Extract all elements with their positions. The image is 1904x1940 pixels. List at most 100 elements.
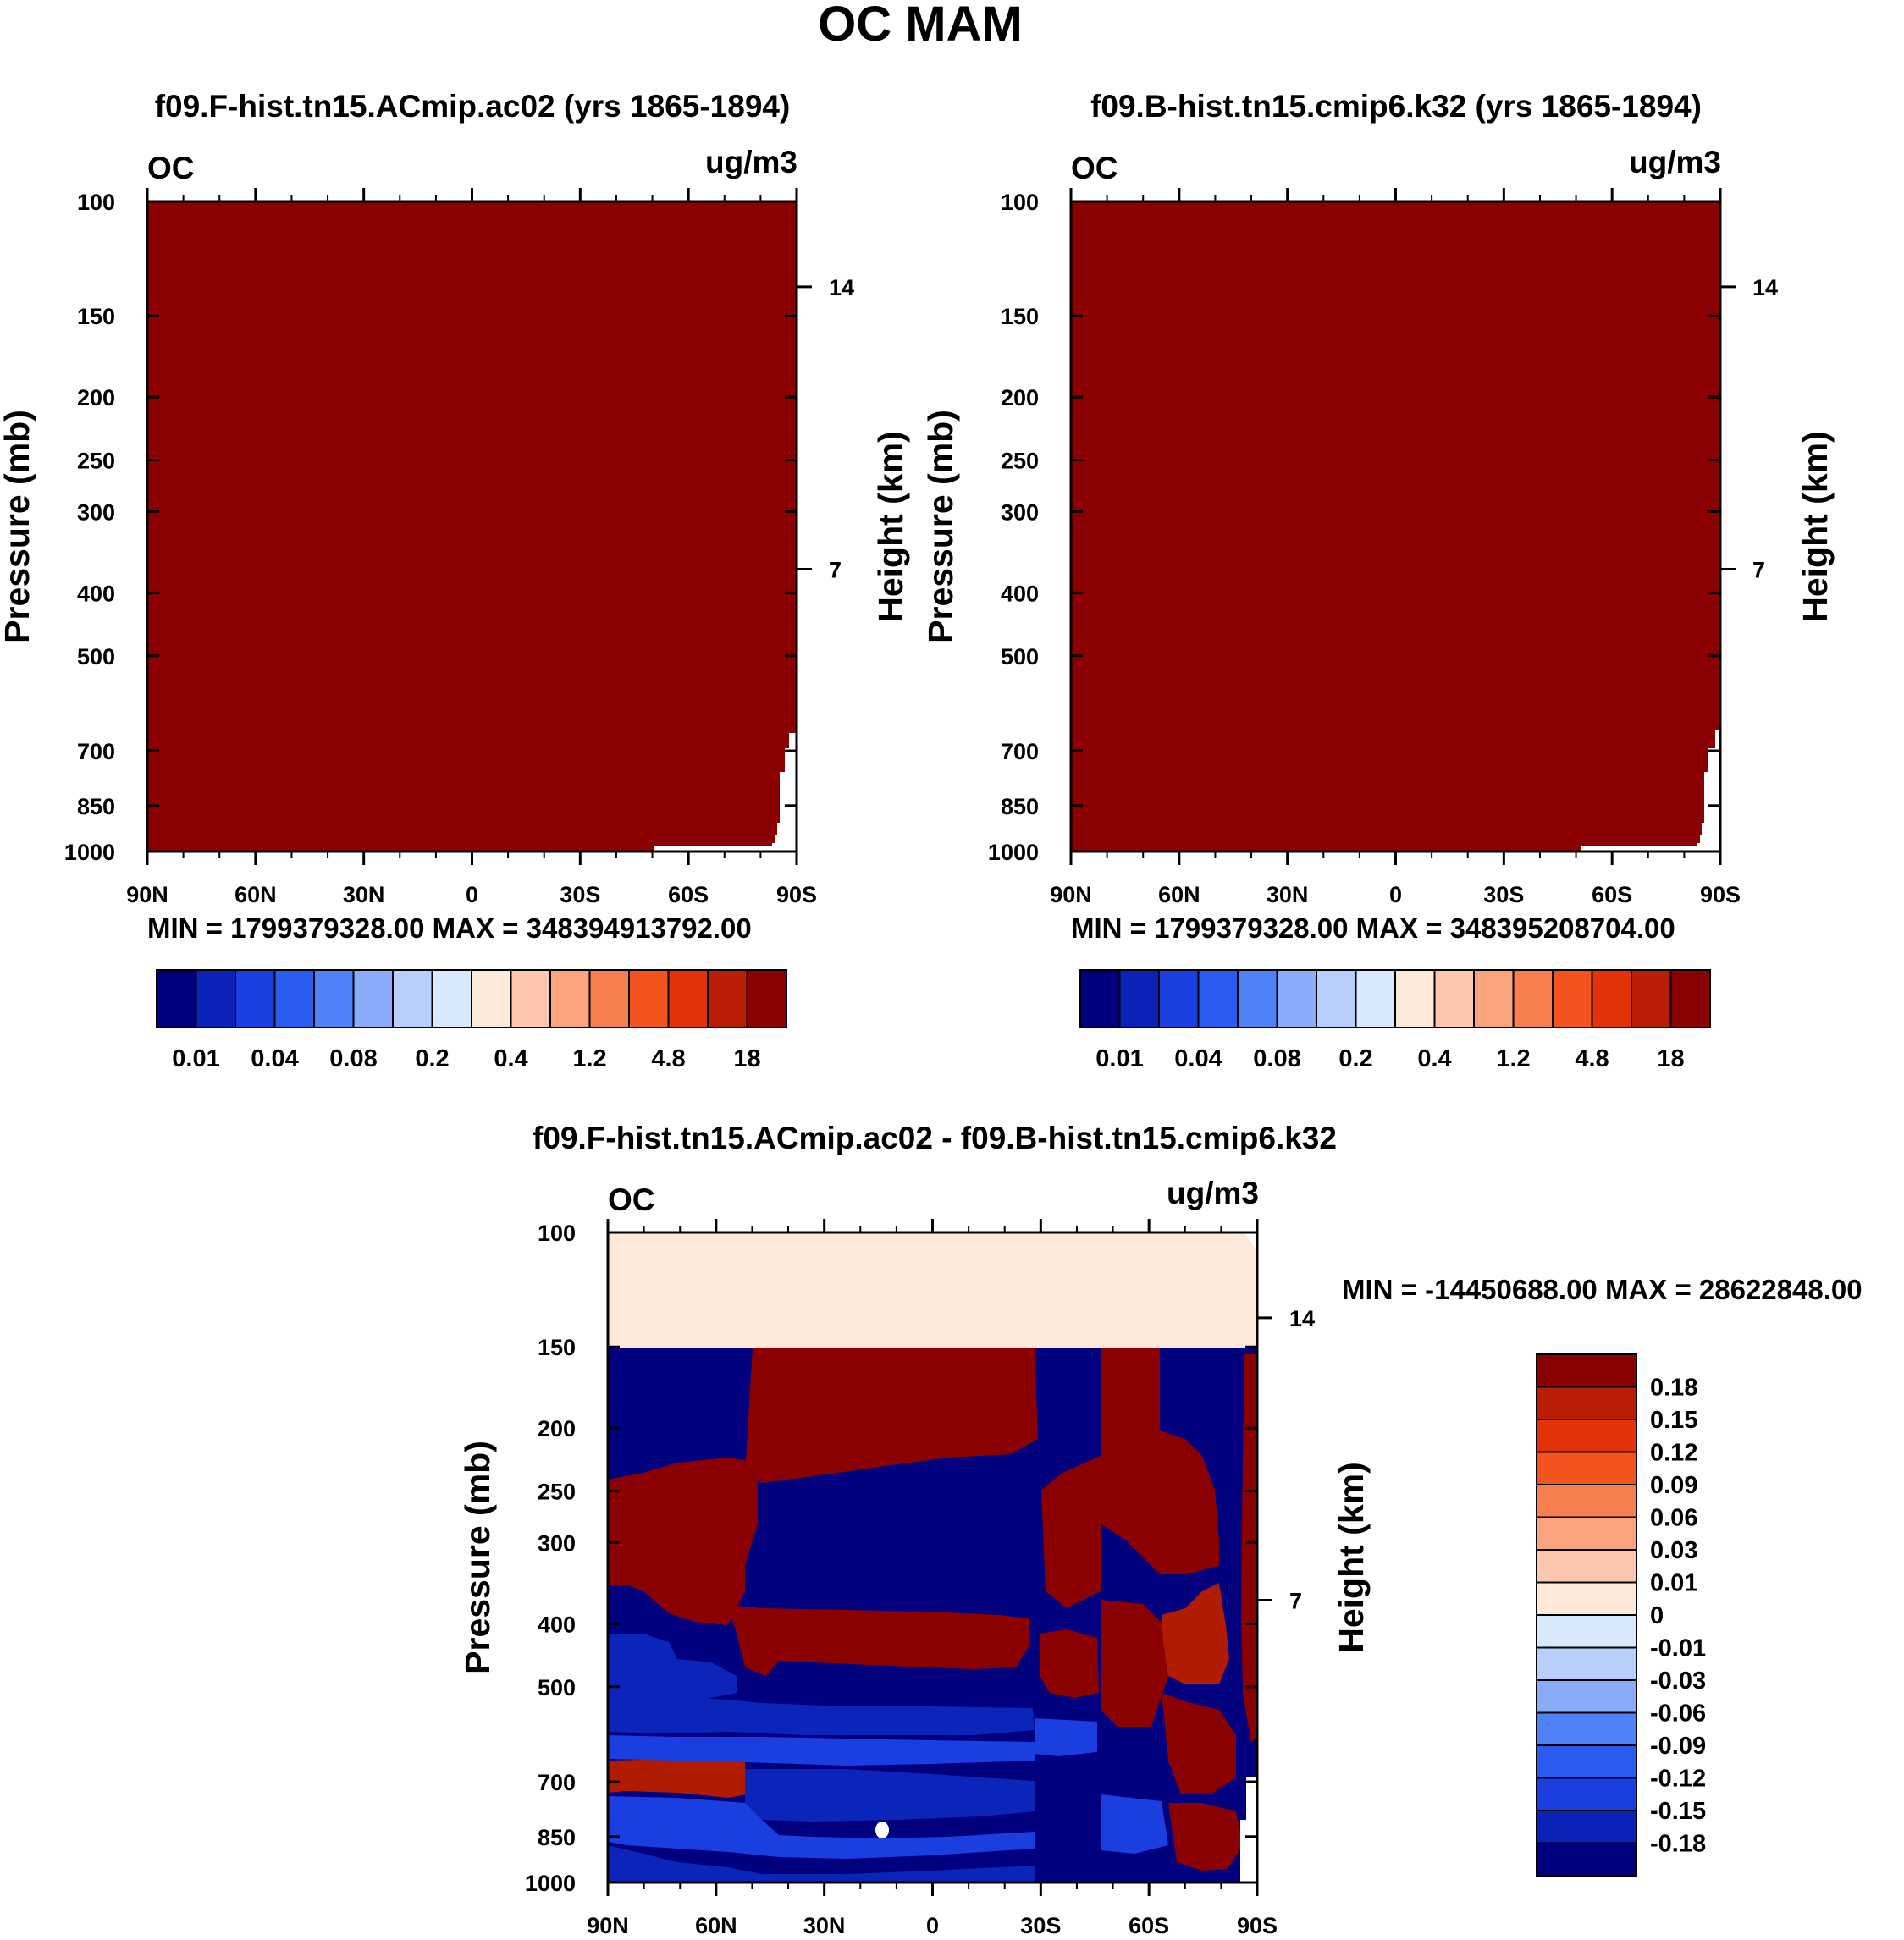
colorbar-label: 0.09 bbox=[1650, 1472, 1697, 1499]
x-tick-label: 0 bbox=[466, 882, 478, 907]
diff-missing-region-2 bbox=[1240, 1820, 1249, 1882]
panel-diff-plot-area bbox=[608, 1232, 1257, 1882]
colorbar-swatch bbox=[628, 969, 670, 1028]
x-tick-label: 90N bbox=[587, 1913, 629, 1938]
colorbar-swatch bbox=[1536, 1549, 1637, 1584]
panel-2-stats: MIN = 1799379328.00 MAX = 348395208704.0… bbox=[1071, 912, 1675, 944]
colorbar-swatch bbox=[1536, 1842, 1637, 1877]
colorbar-label: 0.4 bbox=[494, 1045, 527, 1072]
colorbar-swatch bbox=[746, 969, 787, 1028]
y-tick-label: 1000 bbox=[64, 840, 115, 865]
y-tick-label: 700 bbox=[538, 1770, 576, 1795]
y-tick-label: 1000 bbox=[988, 840, 1039, 865]
y-tick-label: 250 bbox=[1001, 449, 1039, 474]
panel-diff: f09.F-hist.tn15.ACmip.ac02 - f09.B-hist.… bbox=[458, 1121, 1863, 1938]
panel-2-plot-area bbox=[1069, 200, 1722, 853]
panel-1-title: f09.F-hist.tn15.ACmip.ac02 (yrs 1865-189… bbox=[155, 89, 791, 124]
diff-blue-band-450 bbox=[608, 1634, 737, 1703]
colorbar-label: 4.8 bbox=[651, 1045, 685, 1072]
colorbar-swatch bbox=[1276, 969, 1317, 1028]
panel-diff-right-ticks: 14 7 bbox=[1257, 1306, 1315, 1613]
diff-blue-band-600 bbox=[608, 1735, 1035, 1766]
colorbar-swatch bbox=[1536, 1516, 1637, 1551]
panel-1-colorbar: 0.01 0.04 0.08 0.2 0.4 1.2 4.8 18 bbox=[156, 969, 787, 1072]
colorbar-swatch bbox=[1669, 969, 1711, 1028]
colorbar-label: 0.04 bbox=[1174, 1045, 1222, 1072]
colorbar-swatch bbox=[1536, 1484, 1637, 1518]
colorbar-swatch bbox=[431, 969, 472, 1028]
x-tick-label: 30N bbox=[343, 882, 385, 907]
colorbar-label: 0.01 bbox=[1095, 1045, 1143, 1072]
colorbar-swatch bbox=[1591, 969, 1632, 1028]
y-tick-label: 400 bbox=[1001, 581, 1039, 606]
colorbar-label: 0.06 bbox=[1650, 1505, 1697, 1532]
colorbar-swatch bbox=[707, 969, 748, 1028]
diff-blue-band-700 bbox=[745, 1769, 1035, 1822]
x-tick-label: 60S bbox=[1592, 882, 1632, 907]
y-tick-label: 250 bbox=[77, 449, 115, 474]
height-tick-label: 14 bbox=[1752, 275, 1778, 300]
colorbar-label: -0.09 bbox=[1650, 1733, 1706, 1760]
colorbar-swatch bbox=[1552, 969, 1593, 1028]
y-tick-label: 850 bbox=[1001, 794, 1039, 819]
colorbar-label: 1.2 bbox=[572, 1045, 606, 1072]
panel-2-right-ticks: 14 7 bbox=[1720, 275, 1778, 582]
colorbar-swatch bbox=[1536, 1810, 1637, 1844]
x-tick-label: 60S bbox=[668, 882, 709, 907]
height-tick-label: 7 bbox=[1289, 1588, 1302, 1613]
panel-2: f09.B-hist.tn15.cmip6.k32 (yrs 1865-1894… bbox=[921, 89, 1835, 1072]
panel-2-units: ug/m3 bbox=[1629, 145, 1721, 179]
colorbar-swatch bbox=[1158, 969, 1200, 1028]
colorbar-label: 0.18 bbox=[1650, 1375, 1697, 1402]
panel-diff-left-label: OC bbox=[608, 1182, 655, 1217]
panel-2-colorbar: 0.01 0.04 0.08 0.2 0.4 1.2 4.8 18 bbox=[1079, 969, 1711, 1072]
panel-diff-colorbar: 0.18 0.15 0.12 0.09 0.06 0.03 0.01 0 -0.01 -0.03 -… bbox=[1536, 1353, 1706, 1877]
diff-red-upper-tropics bbox=[745, 1348, 1038, 1483]
diff-missing-region bbox=[1246, 1777, 1257, 1882]
x-tick-label: 90S bbox=[1700, 882, 1741, 907]
colorbar-label: -0.01 bbox=[1650, 1635, 1706, 1662]
diff-blue-band-850 bbox=[608, 1845, 1035, 1882]
colorbar-swatch bbox=[1237, 969, 1278, 1028]
panel-1: f09.F-hist.tn15.ACmip.ac02 (yrs 1865-189… bbox=[0, 89, 910, 1072]
colorbar-swatch bbox=[273, 969, 315, 1028]
panel-1-plot-area bbox=[146, 200, 798, 853]
y-tick-label: 100 bbox=[538, 1221, 576, 1246]
y-tick-label: 200 bbox=[538, 1416, 576, 1441]
panel-2-field bbox=[1071, 201, 1720, 852]
colorbar-swatch bbox=[1536, 1386, 1637, 1420]
x-tick-label: 30N bbox=[1267, 882, 1309, 907]
colorbar-swatch bbox=[549, 969, 591, 1028]
colorbar-swatch bbox=[1355, 969, 1396, 1028]
y-tick-label: 400 bbox=[77, 581, 115, 606]
x-tick-label: 0 bbox=[1389, 882, 1402, 907]
panel-1-units: ug/m3 bbox=[705, 145, 797, 179]
panel-diff-stats: MIN = -14450688.00 MAX = 28622848.00 bbox=[1342, 1274, 1863, 1305]
panel-diff-y-right-axis-label: Height (km) bbox=[1332, 1462, 1371, 1653]
y-tick-label: 200 bbox=[77, 385, 115, 411]
x-tick-label: 0 bbox=[926, 1913, 939, 1938]
panel-2-y-ticks: 100 150 200 250 300 400 500 700 850 1000 bbox=[988, 190, 1720, 865]
diff-red-strip-pole bbox=[1241, 1354, 1257, 1744]
colorbar-swatch bbox=[392, 969, 433, 1028]
y-tick-label: 100 bbox=[77, 190, 115, 215]
diff-red-patch-lower-60s bbox=[1162, 1693, 1236, 1794]
diff-blue-band-520 bbox=[608, 1696, 1035, 1735]
colorbar-swatch bbox=[1394, 969, 1436, 1028]
panel-diff-y-ticks: 100 150 200 250 300 400 500 700 850 1000 bbox=[525, 1221, 1257, 1896]
colorbar-label: 0.12 bbox=[1650, 1440, 1697, 1467]
panel-2-x-ticks: 90N 60N 30N 0 30S 60S 90S bbox=[1050, 188, 1741, 907]
panel-1-y-right-axis-label: Height (km) bbox=[871, 431, 910, 622]
colorbar-label: 0 bbox=[1650, 1602, 1664, 1629]
colorbar-swatch bbox=[510, 969, 551, 1028]
diff-white-spot bbox=[875, 1822, 889, 1838]
colorbar-swatch bbox=[1536, 1614, 1637, 1649]
colorbar-swatch bbox=[588, 969, 630, 1028]
colorbar-label: 0.08 bbox=[1253, 1045, 1300, 1072]
figure-title: OC MAM bbox=[818, 0, 1023, 52]
colorbar-label: 4.8 bbox=[1575, 1045, 1609, 1072]
x-tick-label: 90N bbox=[126, 882, 168, 907]
panel-1-missing-region bbox=[654, 733, 797, 852]
x-tick-label: 90S bbox=[776, 882, 817, 907]
